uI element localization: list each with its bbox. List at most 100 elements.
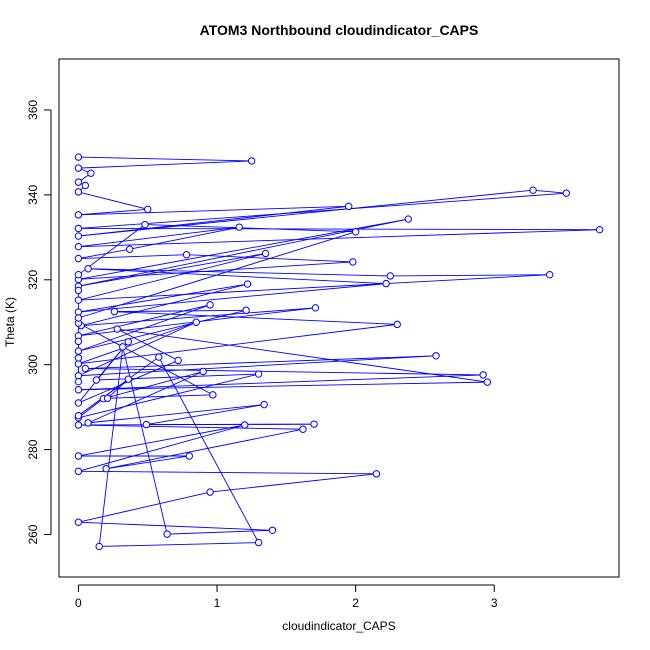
y-tick-label: 260 xyxy=(26,524,40,544)
plot-frame xyxy=(58,58,620,578)
connector-line xyxy=(78,226,240,248)
connector-line xyxy=(78,304,211,352)
data-point xyxy=(209,391,217,399)
data-point xyxy=(386,272,394,280)
data-point xyxy=(74,308,83,316)
connector-line xyxy=(78,470,377,475)
connector-line xyxy=(78,491,211,523)
data-point xyxy=(185,452,193,460)
connector-line xyxy=(78,321,197,365)
connector-line xyxy=(88,268,391,277)
data-point xyxy=(241,421,249,429)
axes-layer: 0 1 2 3 260 280 300 320 340 360 xyxy=(26,58,620,610)
connector-line xyxy=(78,424,245,472)
connector-line xyxy=(78,309,247,352)
y-tick-label: 320 xyxy=(26,269,40,289)
connector-line xyxy=(78,304,211,337)
y-tick-label: 280 xyxy=(26,439,40,459)
data-point xyxy=(92,376,101,384)
data-point xyxy=(74,296,83,304)
connector-line xyxy=(81,283,248,327)
data-point xyxy=(74,254,83,263)
data-point xyxy=(479,371,487,379)
connector-line xyxy=(78,423,315,426)
data-point xyxy=(81,364,90,373)
connector-line xyxy=(114,309,247,313)
data-point xyxy=(595,225,604,234)
connector-line xyxy=(78,283,387,313)
data-point xyxy=(74,232,83,240)
x-tick-label: 0 xyxy=(75,596,82,610)
connector-line xyxy=(98,346,124,547)
data-point xyxy=(192,318,200,326)
connector-line xyxy=(78,205,349,216)
data-point xyxy=(545,270,554,279)
connector-line xyxy=(114,311,398,325)
data-point xyxy=(163,530,171,538)
data-point xyxy=(382,279,390,288)
data-point xyxy=(182,251,191,259)
connector-line xyxy=(85,368,484,376)
data-point xyxy=(349,258,357,266)
y-tick-label: 340 xyxy=(26,185,40,205)
data-point xyxy=(81,181,90,190)
connector-line xyxy=(78,274,550,301)
data-point xyxy=(351,228,360,236)
connector-line xyxy=(78,160,252,169)
data-point xyxy=(432,352,440,360)
data-point xyxy=(155,353,163,361)
data-point xyxy=(299,425,307,433)
chart-title: ATOM3 Northbound cloudindicator_CAPS xyxy=(200,22,479,38)
data-point xyxy=(311,304,320,312)
connector-line xyxy=(78,191,148,210)
data-point xyxy=(84,419,92,427)
connector-line xyxy=(158,356,260,543)
connector-line xyxy=(146,404,265,426)
data-point xyxy=(124,338,133,346)
data-point xyxy=(74,372,83,380)
connector-line xyxy=(117,328,179,361)
data-point xyxy=(74,242,83,251)
y-axis-label: Theta (K) xyxy=(3,297,17,347)
data-point xyxy=(372,470,381,478)
connector-line xyxy=(78,521,273,531)
connector-line xyxy=(78,229,600,248)
connector-line xyxy=(78,192,567,229)
data-point xyxy=(254,370,263,378)
connector-line xyxy=(81,307,316,327)
data-point xyxy=(74,452,83,460)
connector-line xyxy=(78,156,252,162)
data-point xyxy=(74,399,83,407)
data-layer xyxy=(74,153,604,551)
connector-line xyxy=(78,424,303,430)
data-point xyxy=(345,202,353,211)
data-point xyxy=(74,211,83,219)
connector-line xyxy=(78,231,356,319)
data-point xyxy=(261,249,270,258)
data-point xyxy=(102,465,110,473)
connector-line xyxy=(78,322,214,396)
data-point xyxy=(103,394,112,402)
data-point xyxy=(113,325,121,333)
data-point xyxy=(74,314,83,322)
data-point xyxy=(142,420,151,429)
data-point xyxy=(125,245,134,253)
data-point xyxy=(124,375,133,383)
data-point xyxy=(74,178,83,186)
data-point xyxy=(206,301,214,309)
connector-line xyxy=(390,274,550,277)
data-point xyxy=(74,270,83,279)
data-point xyxy=(235,223,243,231)
connector-line xyxy=(78,253,266,301)
data-point xyxy=(74,337,83,346)
connector-line xyxy=(78,398,104,419)
data-point xyxy=(243,280,252,288)
y-tick-label: 300 xyxy=(26,354,40,374)
data-point xyxy=(268,526,277,534)
data-point xyxy=(74,153,83,161)
data-point xyxy=(74,518,83,526)
data-point xyxy=(247,157,256,165)
connector-line xyxy=(117,328,488,383)
connector-line xyxy=(533,189,567,194)
